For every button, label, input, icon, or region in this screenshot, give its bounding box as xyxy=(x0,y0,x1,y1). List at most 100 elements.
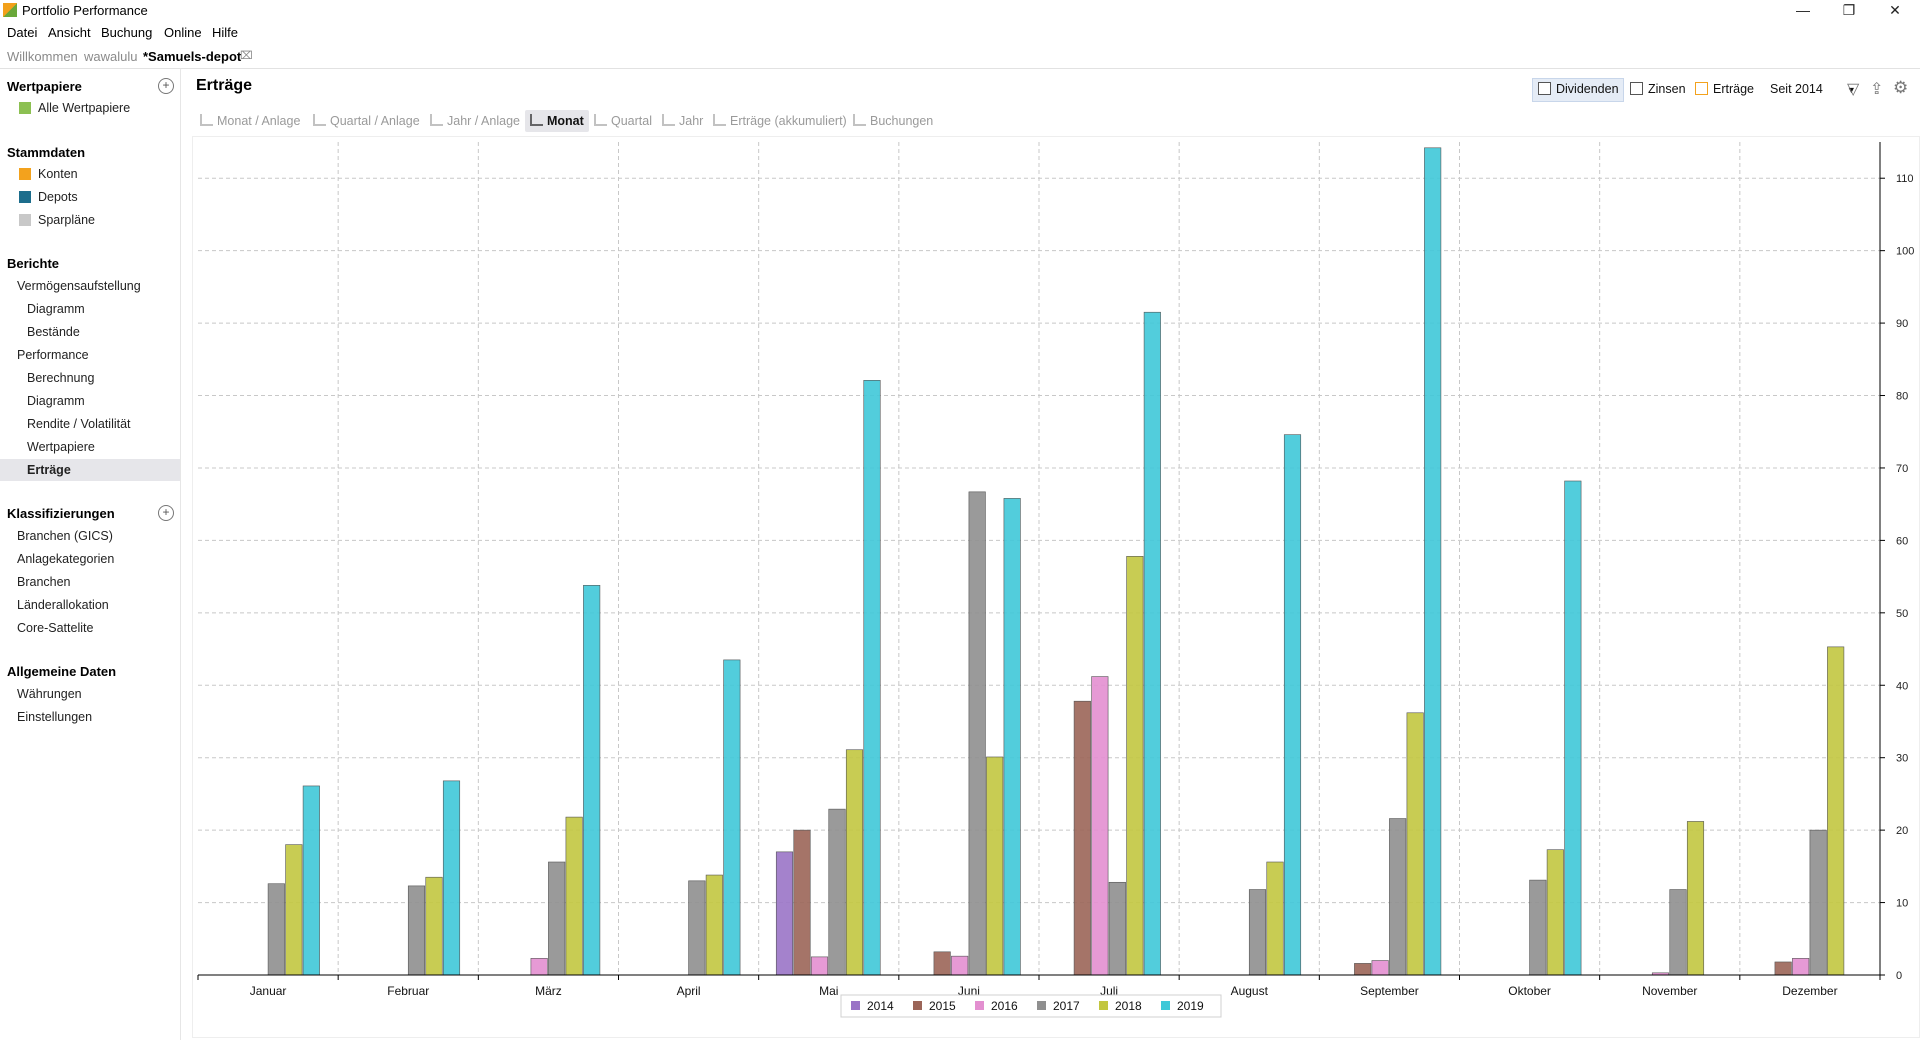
sidebar-item-anlagekategorien[interactable]: Anlagekategorien xyxy=(17,552,115,566)
y-tick-label: 50 xyxy=(1896,608,1908,620)
x-tick-label: Mai xyxy=(819,984,838,998)
dividenden-toggle[interactable]: Dividenden xyxy=(1538,82,1619,96)
x-tick-label: September xyxy=(1360,984,1419,998)
sidebar-item-einstellungen[interactable]: Einstellungen xyxy=(17,710,93,724)
bar-2018-März xyxy=(565,816,583,976)
bar-2015-Mai xyxy=(793,829,811,976)
view-quartal-button[interactable]: Quartal xyxy=(594,114,652,128)
zinsen-label: Zinsen xyxy=(1648,82,1686,96)
sidebar-item-rendite-volatilitaet[interactable]: Rendite / Volatilität xyxy=(27,417,131,431)
view-monat-anlage-label: Monat / Anlage xyxy=(217,114,301,128)
menu-buchung[interactable]: Buchung xyxy=(101,25,153,40)
sidebar-item-wertpapiere[interactable]: Wertpapiere xyxy=(27,440,95,454)
legend-swatch-2015 xyxy=(913,1001,922,1010)
sidebar-item-depots[interactable]: Depots xyxy=(38,190,78,204)
window-title: Portfolio Performance xyxy=(22,3,148,18)
bar-2016-September xyxy=(1371,960,1389,976)
bar-2016-Juli xyxy=(1091,676,1109,976)
sidebar-item-vermoegensaufstellung[interactable]: Vermögensaufstellung xyxy=(17,279,141,293)
bar-2017-September xyxy=(1389,818,1407,976)
tab-willkommen[interactable]: Willkommen xyxy=(7,49,78,64)
sidebar-item-diagramm[interactable]: Diagramm xyxy=(27,302,85,316)
sidebar-item-berechnung[interactable]: Berechnung xyxy=(27,371,95,385)
menu-online[interactable]: Online xyxy=(164,25,202,40)
bar-2015-Dezember xyxy=(1774,961,1792,976)
sidebar-item-waehrungen[interactable]: Währungen xyxy=(17,687,82,701)
income-bar-chart: 0 10 20 30 40 50 60 70 80 90 100 110 Januar Februar Mä… xyxy=(197,142,1914,1018)
bar-2017-Mai xyxy=(828,808,846,976)
view-quartal-anlage-button[interactable]: Quartal / Anlage xyxy=(313,114,420,128)
view-jahr-anlage-button[interactable]: Jahr / Anlage xyxy=(430,114,520,128)
menu-hilfe[interactable]: Hilfe xyxy=(212,25,239,40)
line-chart-icon xyxy=(713,114,726,126)
filter-icon[interactable]: ▽ xyxy=(1847,81,1860,98)
sidebar-item-ertraege[interactable]: Erträge xyxy=(27,463,71,477)
view-quartal-anlage-label: Quartal / Anlage xyxy=(330,114,420,128)
sidebar-item-konten[interactable]: Konten xyxy=(38,167,78,181)
tab-close-icon[interactable]: ⌧ xyxy=(240,50,253,62)
y-tick-label: 90 xyxy=(1896,318,1908,330)
x-tick-label: August xyxy=(1231,984,1269,998)
settings-gear-icon[interactable]: ⚙ xyxy=(1893,78,1909,97)
sidebar-item-branchen[interactable]: Branchen xyxy=(17,575,71,589)
sidebar-item-bestaende[interactable]: Bestände xyxy=(27,325,80,339)
app-logo-icon xyxy=(3,3,17,17)
tab-wawalulu[interactable]: wawalulu xyxy=(84,49,138,64)
bar-2018-Mai xyxy=(845,749,864,976)
add-security-icon[interactable]: + xyxy=(158,78,174,94)
y-tick-label: 110 xyxy=(1896,173,1914,185)
view-buchungen-button[interactable]: Buchungen xyxy=(853,114,933,128)
view-ertraege-akkumuliert-label: Erträge (akkumuliert) xyxy=(730,114,847,128)
add-classification-icon[interactable]: + xyxy=(158,505,174,521)
bar-2017-Januar xyxy=(267,883,285,976)
sidebar-item-core-sattelite[interactable]: Core-Sattelite xyxy=(17,621,94,635)
bar-2018-November xyxy=(1686,821,1705,976)
bar-2019-August xyxy=(1283,434,1302,976)
y-tick-label: 30 xyxy=(1896,753,1908,765)
bar-2014-Mai xyxy=(775,851,794,976)
sidebar-item-alle-wertpapiere[interactable]: Alle Wertpapiere xyxy=(38,101,131,115)
bar-2016-Dezember xyxy=(1792,958,1810,976)
sidebar-item-sparplaene[interactable]: Sparpläne xyxy=(38,213,95,227)
view-quartal-label: Quartal xyxy=(611,114,652,128)
depots-icon xyxy=(19,191,31,203)
view-monat-anlage-button[interactable]: Monat / Anlage xyxy=(200,114,300,128)
bar-2017-April xyxy=(688,880,706,976)
minimize-icon[interactable]: — xyxy=(1796,2,1810,18)
bar-2019-Mai xyxy=(863,380,881,976)
view-jahr-button[interactable]: Jahr xyxy=(662,114,703,128)
bar-2018-Juli xyxy=(1126,556,1144,976)
export-icon[interactable]: ⇪ xyxy=(1870,81,1884,98)
bar-2017-Juni xyxy=(968,491,986,976)
x-tick-label: Dezember xyxy=(1782,984,1837,998)
view-ertraege-akkumuliert-button[interactable]: Erträge (akkumuliert) xyxy=(713,114,847,128)
zinsen-toggle[interactable]: Zinsen xyxy=(1630,82,1686,96)
legend-label-2019: 2019 xyxy=(1177,999,1204,1013)
bar-2016-Mai xyxy=(810,956,829,976)
menu-datei[interactable]: Datei xyxy=(7,25,38,40)
period-dropdown[interactable]: Seit 2014 ▼ xyxy=(1770,82,1856,96)
bar-2017-August xyxy=(1248,889,1267,976)
menu-ansicht[interactable]: Ansicht xyxy=(48,25,91,40)
bar-2018-Januar xyxy=(285,844,303,976)
toolbar-active-highlight xyxy=(525,110,589,132)
bar-2018-April xyxy=(705,874,723,976)
ertraege-checkbox-icon xyxy=(1695,82,1708,95)
x-tick-label: April xyxy=(677,984,701,998)
legend-box xyxy=(840,994,1222,1018)
tab-samuels-depot[interactable]: *Samuels-depot xyxy=(143,49,242,64)
sidebar-item-laenderallokation[interactable]: Länderallokation xyxy=(17,598,109,612)
legend-swatch-2017 xyxy=(1037,1001,1046,1010)
restore-icon[interactable]: ❐ xyxy=(1842,2,1856,18)
view-monat-button[interactable]: Monat xyxy=(530,114,584,128)
section-wertpapiere: Wertpapiere xyxy=(7,79,82,94)
bar-2019-Januar xyxy=(302,785,320,976)
close-icon[interactable]: ✕ xyxy=(1889,2,1901,18)
sidebar-item-performance-diagramm[interactable]: Diagramm xyxy=(27,394,85,408)
y-tick-label: 0 xyxy=(1896,970,1902,982)
sidebar-item-performance[interactable]: Performance xyxy=(17,348,89,362)
sidebar-item-branchen-gics[interactable]: Branchen (GICS) xyxy=(17,529,113,543)
section-allgemeine-daten: Allgemeine Daten xyxy=(7,664,117,679)
ertraege-toggle[interactable]: Erträge xyxy=(1695,82,1754,96)
y-tick-label: 60 xyxy=(1896,535,1908,547)
